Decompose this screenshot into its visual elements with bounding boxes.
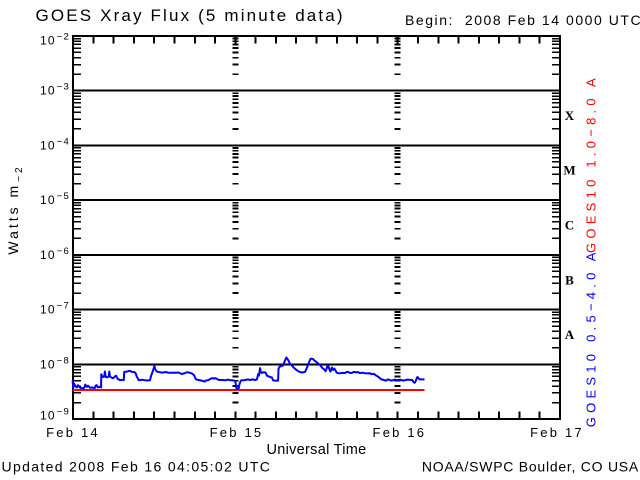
svg-text:NOAA/SWPC Boulder, CO USA: NOAA/SWPC Boulder, CO USA xyxy=(422,459,639,475)
svg-text:Universal Time: Universal Time xyxy=(266,442,366,458)
svg-text:Feb 17: Feb 17 xyxy=(530,425,584,440)
svg-text:M: M xyxy=(563,163,575,178)
svg-text:Watts m−2: Watts m−2 xyxy=(5,164,25,254)
svg-text:A: A xyxy=(565,327,575,342)
svg-text:GOES Xray Flux (5 minute data): GOES Xray Flux (5 minute data) xyxy=(36,6,345,25)
svg-text:Updated 2008 Feb 16 04:05:02 U: Updated 2008 Feb 16 04:05:02 UTC xyxy=(2,459,272,475)
svg-text:Feb 15: Feb 15 xyxy=(210,425,264,440)
svg-text:X: X xyxy=(565,108,575,123)
svg-text:B: B xyxy=(565,272,574,287)
svg-text:Begin: 2008 Feb 14 0000 UTC: Begin: 2008 Feb 14 0000 UTC xyxy=(405,12,640,28)
svg-text:GOES10 1.0−8.0 A: GOES10 1.0−8.0 A xyxy=(583,74,598,253)
svg-text:Feb 16: Feb 16 xyxy=(373,425,427,440)
svg-text:GOES10 0.5−4.0 A: GOES10 0.5−4.0 A xyxy=(583,248,598,427)
svg-text:Feb 14: Feb 14 xyxy=(46,425,100,440)
svg-text:C: C xyxy=(565,218,574,233)
